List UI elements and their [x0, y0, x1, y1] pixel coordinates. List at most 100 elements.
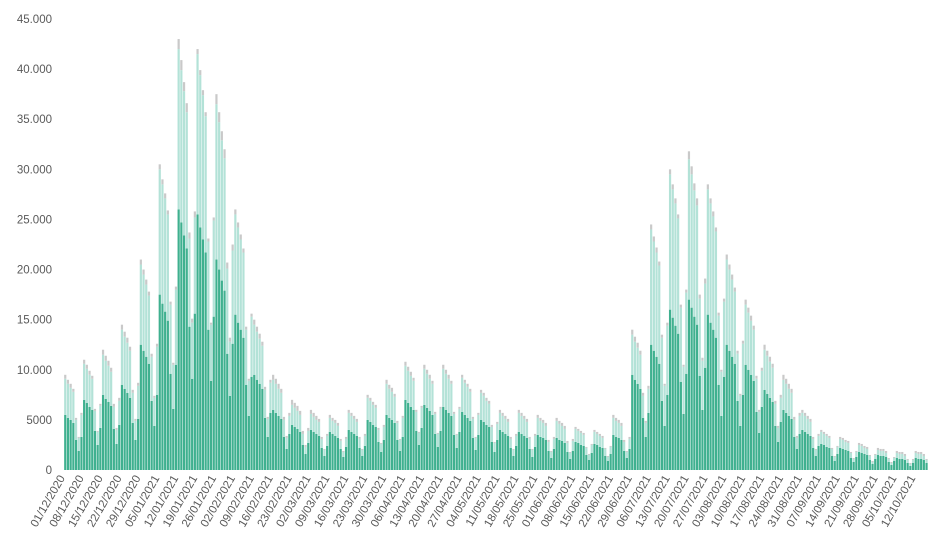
bar-segment — [474, 436, 477, 438]
bar-segment — [830, 455, 834, 470]
bar-segment — [793, 416, 796, 420]
bar-segment — [747, 307, 750, 313]
bar-segment — [474, 449, 477, 470]
bar-segment — [655, 356, 658, 470]
bar-segment — [795, 437, 799, 449]
bar-segment — [120, 329, 124, 385]
bar-segment — [623, 439, 626, 442]
bar-segment — [795, 435, 799, 438]
bar-segment — [598, 435, 601, 447]
bar-segment — [485, 424, 488, 470]
bar-segment — [542, 422, 545, 438]
bar-segment — [922, 453, 925, 456]
bar-segment — [336, 422, 340, 426]
bar-segment — [174, 289, 178, 365]
bar-segment — [882, 455, 885, 470]
bar-segment — [347, 412, 350, 430]
bar-segment — [266, 418, 269, 437]
bar-segment — [698, 298, 701, 376]
bar-segment — [701, 409, 704, 470]
bar-segment — [917, 451, 920, 454]
bar-segment — [353, 418, 356, 434]
bar-segment — [747, 369, 750, 470]
bar-segment — [863, 445, 866, 448]
bar-segment — [85, 364, 88, 369]
bar-segment — [822, 431, 826, 434]
bar-segment — [350, 412, 353, 416]
bar-segment — [860, 443, 863, 446]
bar-segment — [385, 383, 388, 415]
bar-segment — [255, 331, 259, 380]
bar-segment — [193, 211, 196, 218]
bar-segment — [317, 435, 321, 470]
bar-segment — [234, 214, 237, 315]
bar-segment — [693, 183, 696, 191]
bar-segment — [709, 198, 712, 204]
bar-segment — [137, 382, 140, 386]
bar-segment — [542, 437, 545, 470]
bar-segment — [436, 433, 439, 447]
bar-segment — [253, 324, 256, 375]
bar-segment — [85, 368, 88, 403]
bar-segment — [307, 427, 310, 431]
bar-segment — [776, 425, 780, 428]
bar-segment — [377, 427, 380, 430]
bar-segment — [731, 356, 734, 470]
bar-segment — [201, 90, 205, 96]
bar-segment — [393, 396, 396, 423]
bar-segment — [139, 259, 142, 265]
bar-segment — [903, 455, 907, 460]
bar-segment — [577, 430, 580, 443]
bar-segment — [490, 424, 493, 427]
bar-segment — [326, 435, 329, 446]
bar-segment — [223, 149, 226, 159]
bar-segment — [704, 278, 707, 284]
bar-segment — [812, 438, 815, 448]
bar-segment — [272, 374, 275, 380]
bar-segment — [137, 385, 140, 419]
bar-segment — [126, 342, 129, 393]
bar-segment — [925, 459, 928, 463]
bar-segment — [820, 443, 823, 470]
bar-segment — [920, 458, 923, 470]
bar-segment — [752, 380, 755, 470]
bar-segment — [498, 412, 502, 430]
bar-segment — [895, 457, 898, 470]
bar-segment — [644, 422, 647, 437]
bar-segment — [463, 382, 466, 415]
bar-segment — [369, 397, 372, 401]
bar-segment — [722, 376, 726, 470]
bar-segment — [901, 451, 904, 454]
bar-segment — [420, 427, 423, 470]
bar-segment — [439, 430, 442, 470]
bar-segment — [876, 447, 880, 450]
bar-segment — [760, 370, 763, 407]
bar-segment — [525, 418, 529, 422]
bar-segment — [849, 457, 853, 470]
bar-segment — [172, 408, 175, 470]
bar-segment — [317, 421, 321, 436]
bar-segment — [442, 368, 445, 407]
bar-segment — [247, 415, 250, 470]
bar-segment — [207, 238, 210, 242]
bar-segment — [266, 436, 269, 470]
bar-segment — [639, 350, 642, 355]
bar-segment — [137, 418, 140, 470]
bar-segment — [809, 435, 812, 470]
bar-segment — [417, 431, 421, 433]
bar-segment — [841, 437, 844, 440]
bar-segment — [355, 418, 358, 422]
bar-segment — [674, 325, 677, 470]
bar-segment — [431, 380, 434, 384]
bar-segment — [917, 458, 920, 470]
bar-segment — [766, 355, 769, 394]
y-tick-label: 10.000 — [17, 365, 52, 377]
bar-segment — [134, 418, 137, 421]
bar-segment — [93, 410, 97, 431]
bar-segment — [220, 280, 223, 470]
bar-segment — [128, 397, 132, 470]
bar-segment — [169, 373, 172, 470]
bar-segment — [744, 304, 747, 365]
bar-segment — [725, 254, 728, 260]
bar-segment — [836, 446, 839, 454]
